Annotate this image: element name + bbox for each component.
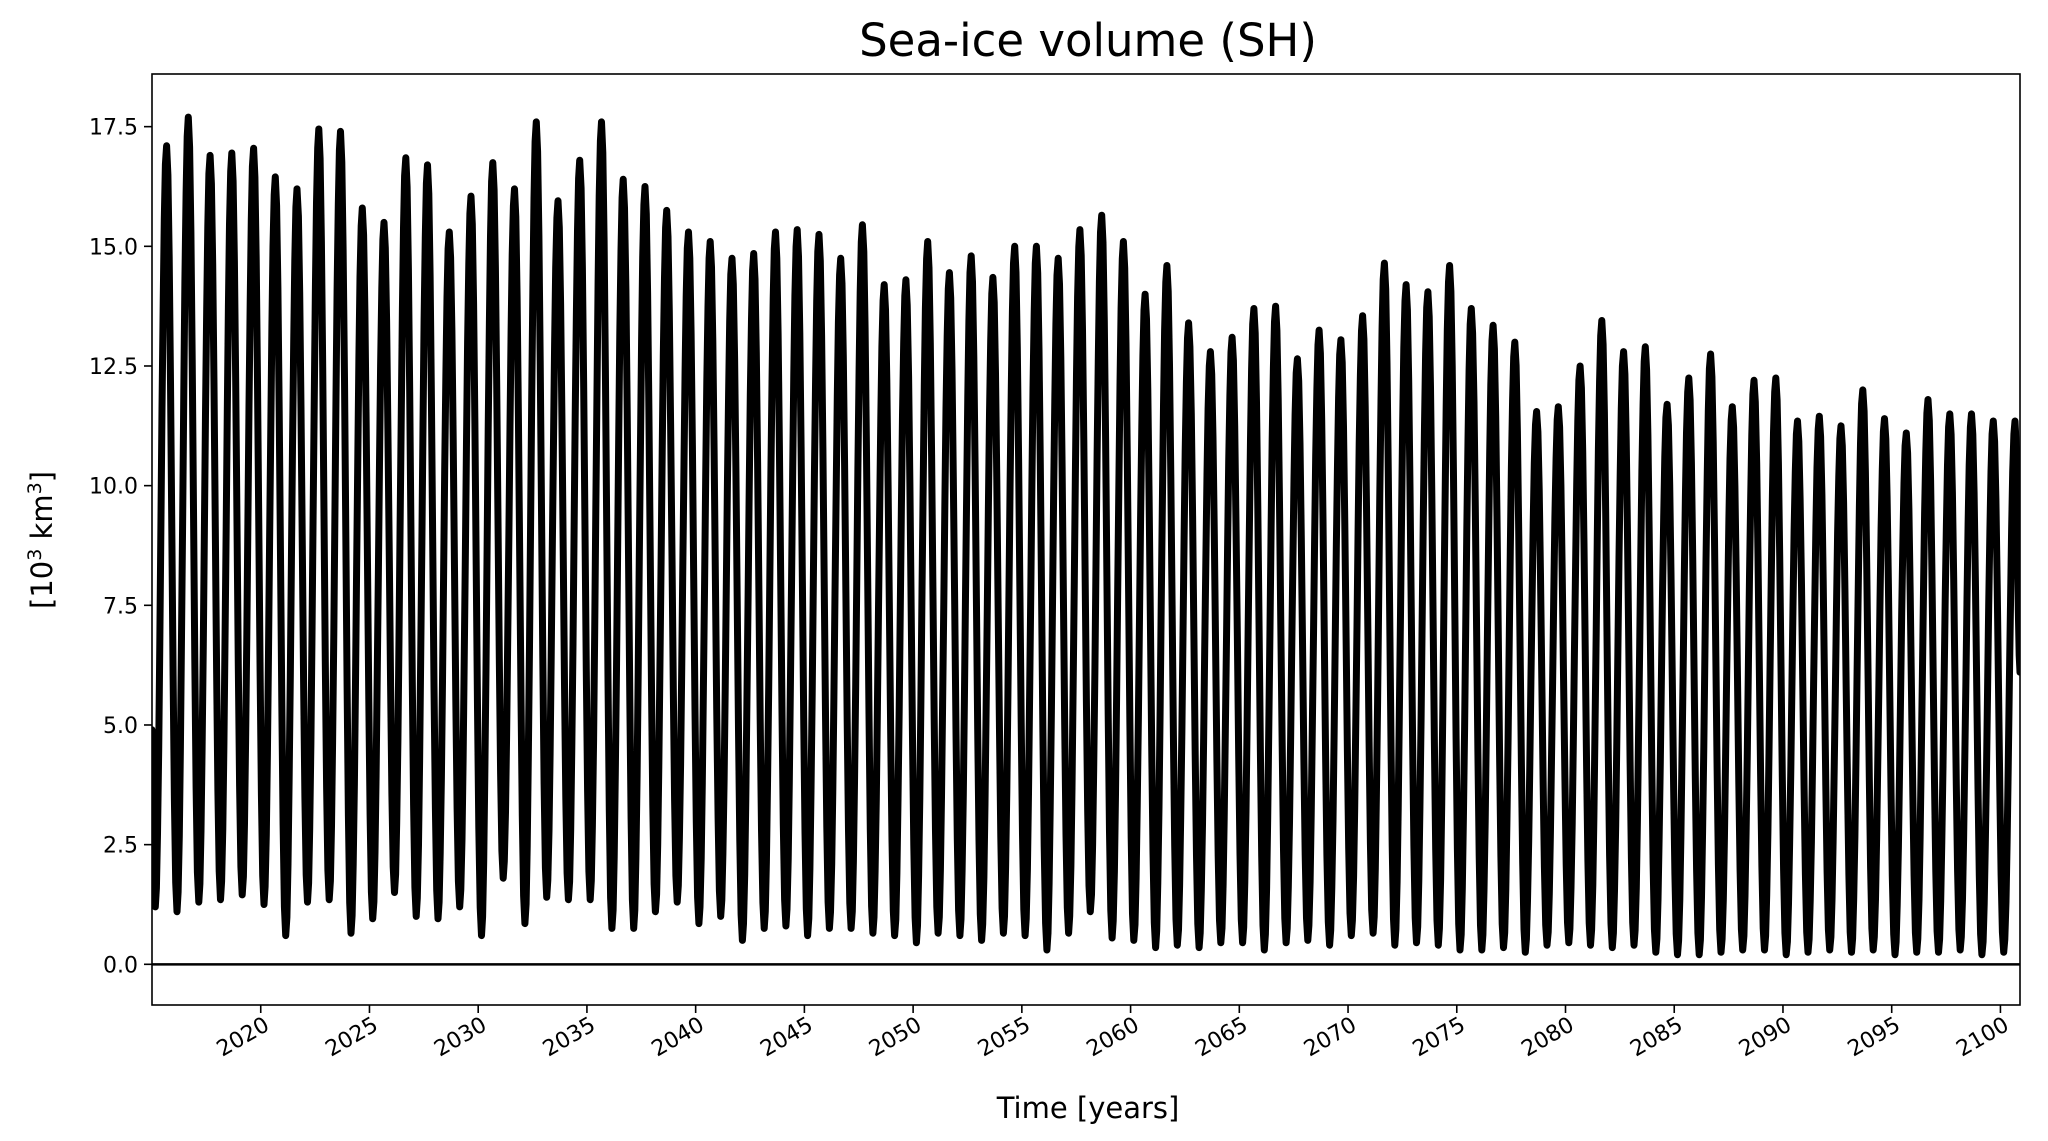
y-tick-label: 5.0 bbox=[103, 714, 138, 739]
y-tick-label: 0.0 bbox=[103, 953, 138, 978]
chart-title: Sea-ice volume (SH) bbox=[859, 14, 1317, 67]
x-axis-title: Time [years] bbox=[996, 1091, 1180, 1125]
y-tick-label: 10.0 bbox=[89, 475, 138, 500]
y-tick-label: 2.5 bbox=[103, 834, 138, 859]
y-tick-label: 12.5 bbox=[89, 355, 138, 380]
y-axis: 0.0 2.5 5.0 7.5 10.0 12.5 15.0 17.5 bbox=[89, 116, 152, 978]
plot-area bbox=[151, 73, 2021, 1006]
y-tick-label: 17.5 bbox=[89, 116, 138, 141]
y-axis-title: [103 km3] bbox=[24, 471, 59, 609]
plot-frame bbox=[151, 73, 2021, 1006]
y-tick-label: 7.5 bbox=[103, 594, 138, 619]
y-tick-label: 15.0 bbox=[89, 235, 138, 260]
series-line-sea-ice-volume bbox=[152, 113, 2020, 959]
